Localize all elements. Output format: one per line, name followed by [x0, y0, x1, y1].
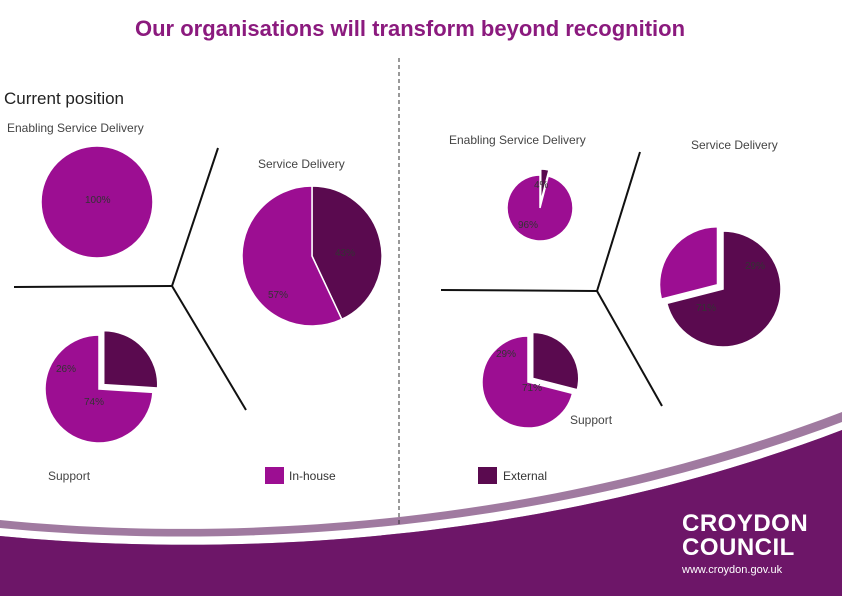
label-future-support: Support [570, 413, 613, 427]
pie-slice-2-in-house [44, 334, 154, 444]
pie-slice-5-in-house [481, 335, 574, 429]
data-label-future-support-external: 29% [496, 349, 517, 360]
legend-swatch-in-house [265, 467, 284, 484]
logo-line2: COUNCIL [682, 534, 795, 561]
pie-slice-1-external [311, 185, 383, 321]
data-label-current-enabling-inhouse: 100% [85, 195, 111, 206]
legend-swatch-external [478, 467, 497, 484]
pie-slice-5-external [531, 331, 580, 391]
label-current-support: Support [48, 469, 91, 483]
data-label-current-service-inhouse: 57% [268, 290, 289, 301]
pie-slice-4-external [665, 230, 782, 348]
legend-label-in-house: In-house [289, 469, 336, 483]
data-label-current-service-external: 43% [335, 248, 356, 259]
section-title: Current position [4, 89, 125, 108]
pie-charts [40, 145, 782, 444]
left-divider-upper [171, 147, 219, 287]
label-current-enabling: Enabling Service Delivery [7, 121, 144, 135]
footer-dark-band [0, 430, 842, 596]
label-future-enabling: Enabling Service Delivery [449, 133, 586, 147]
pie-slice-3-in-house [506, 174, 574, 242]
data-label-future-enabling-inhouse: 96% [518, 220, 539, 231]
data-label-future-service-inhouse: 29% [745, 261, 766, 272]
data-label-current-support-external: 26% [56, 364, 77, 375]
right-divider-upper [596, 151, 641, 292]
label-future-service: Service Delivery [691, 138, 778, 152]
right-divider-lower [596, 290, 663, 407]
pie-slice-0-in-house [40, 145, 154, 259]
pie-slice-2-external [102, 329, 159, 389]
data-label-future-enabling-external: 4% [534, 180, 549, 191]
pie-slice-4-in-house [658, 225, 719, 301]
pie-slice-1-in-house [241, 185, 343, 327]
data-label-future-support-inhouse: 71% [522, 383, 543, 394]
footer-white-stripe [0, 422, 842, 545]
pie-slice-3-external [540, 168, 550, 203]
left-divider-lower [171, 285, 247, 411]
right-divider-left [440, 289, 598, 292]
logo-url: www.croydon.gov.uk [682, 564, 783, 576]
label-current-service: Service Delivery [258, 157, 345, 171]
council-logo: CROYDON COUNCIL www.croydon.gov.uk [682, 510, 808, 576]
data-label-current-support-inhouse: 74% [84, 397, 105, 408]
logo-line1: CROYDON [682, 510, 809, 537]
page-title: Our organisations will transform beyond … [134, 16, 686, 41]
data-label-future-service-external: 71% [696, 303, 717, 314]
legend-label-external: External [503, 469, 548, 483]
left-divider-left [13, 285, 173, 288]
